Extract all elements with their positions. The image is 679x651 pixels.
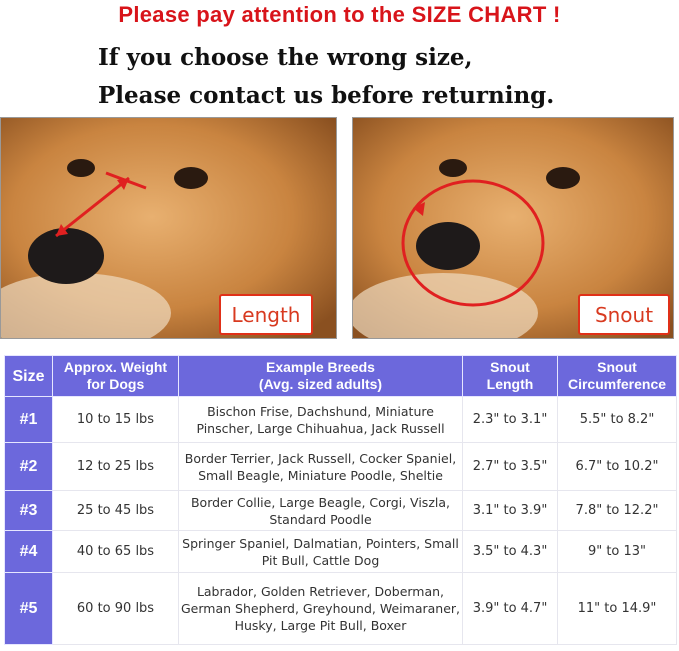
weight-cell: 40 to 65 lbs <box>52 530 179 573</box>
header-breeds: Example Breeds (Avg. sized adults) <box>178 355 463 397</box>
length-cell: 3.5" to 4.3" <box>462 530 558 573</box>
breeds-cell: Bischon Frise, Dachshund, Miniature Pins… <box>178 396 463 443</box>
circumference-cell: 7.8" to 12.2" <box>557 490 677 531</box>
table-row: #1 10 to 15 lbs Bischon Frise, Dachshund… <box>4 396 677 443</box>
circumference-cell: 11" to 14.9" <box>557 572 677 645</box>
size-cell: #3 <box>4 490 53 531</box>
table-row: #3 25 to 45 lbs Border Collie, Large Bea… <box>4 490 677 531</box>
length-cell: 2.7" to 3.5" <box>462 442 558 491</box>
circumference-circle-icon <box>401 179 545 307</box>
weight-cell: 25 to 45 lbs <box>52 490 179 531</box>
size-cell: #1 <box>4 396 53 443</box>
header-size: Size <box>4 355 53 397</box>
dog-photo-snout: Snout <box>352 117 674 339</box>
length-cell: 2.3" to 3.1" <box>462 396 558 443</box>
subheading-line2: Please contact us before returning. <box>98 82 555 109</box>
size-cell: #4 <box>4 530 53 573</box>
table-header-row: Size Approx. Weight for Dogs Example Bree… <box>4 355 677 397</box>
size-cell: #2 <box>4 442 53 491</box>
header-snout-circumference: Snout Circumference <box>557 355 677 397</box>
snout-label: Snout <box>578 294 670 335</box>
circumference-cell: 5.5" to 8.2" <box>557 396 677 443</box>
table-row: #4 40 to 65 lbs Springer Spaniel, Dalmat… <box>4 530 677 573</box>
header-weight: Approx. Weight for Dogs <box>52 355 179 397</box>
breeds-cell: Springer Spaniel, Dalmatian, Pointers, S… <box>178 530 463 573</box>
dog-photo-length: Length <box>0 117 337 339</box>
circumference-cell: 6.7" to 10.2" <box>557 442 677 491</box>
weight-cell: 60 to 90 lbs <box>52 572 179 645</box>
length-cell: 3.9" to 4.7" <box>462 572 558 645</box>
weight-cell: 12 to 25 lbs <box>52 442 179 491</box>
size-cell: #5 <box>4 572 53 645</box>
length-cell: 3.1" to 3.9" <box>462 490 558 531</box>
circumference-cell: 9" to 13" <box>557 530 677 573</box>
table-row: #2 12 to 25 lbs Border Terrier, Jack Rus… <box>4 442 677 491</box>
breeds-cell: Labrador, Golden Retriever, Doberman, Ge… <box>178 572 463 645</box>
subheading-line1: If you choose the wrong size, <box>98 44 473 71</box>
breeds-cell: Border Collie, Large Beagle, Corgi, Visz… <box>178 490 463 531</box>
length-label: Length <box>219 294 313 335</box>
length-arrow-icon <box>55 176 130 238</box>
table-row: #5 60 to 90 lbs Labrador, Golden Retriev… <box>4 572 677 645</box>
size-table: Size Approx. Weight for Dogs Example Bree… <box>4 355 677 645</box>
weight-cell: 10 to 15 lbs <box>52 396 179 443</box>
heading: Please pay attention to the SIZE CHART ! <box>118 2 561 27</box>
breeds-cell: Border Terrier, Jack Russell, Cocker Spa… <box>178 442 463 491</box>
header-snout-length: Snout Length <box>462 355 558 397</box>
